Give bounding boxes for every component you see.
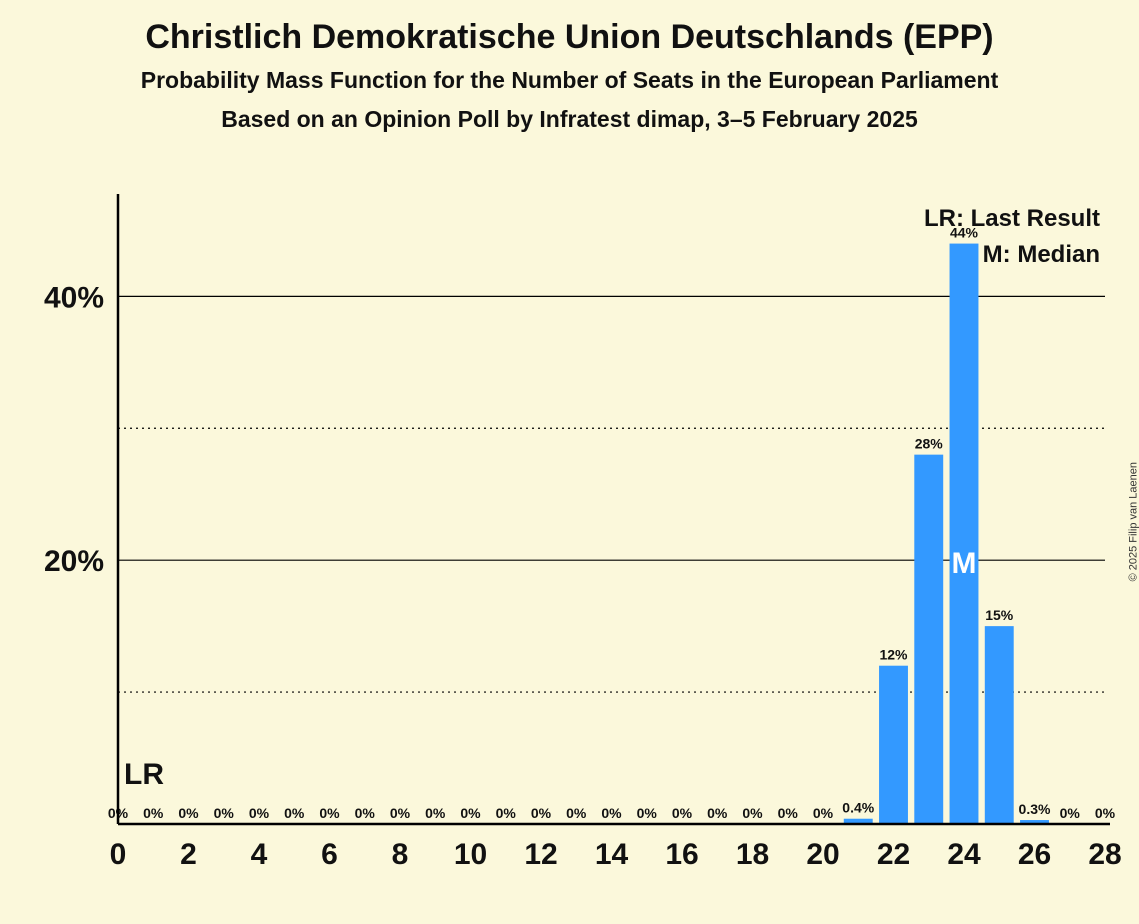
last-result-marker: LR <box>124 758 164 791</box>
bar-value-label: 0% <box>778 805 799 821</box>
bar-value-label: 0% <box>742 805 763 821</box>
chart-container: 0% 0% 0% 0% 0% 0% 0% 0% 0% 0% 0% 0% 0% 0% 0% 0% 0% 0% 0% 0%… <box>0 164 1139 924</box>
legend-last-result: LR: Last Result <box>924 205 1100 232</box>
bar-value-label: 15% <box>985 607 1014 623</box>
x-tick-label: 18 <box>736 838 769 871</box>
bar-value-label: 0% <box>425 805 446 821</box>
bar <box>950 244 979 824</box>
x-tick-label: 24 <box>947 838 981 871</box>
bar-value-label: 0% <box>284 805 305 821</box>
y-tick-label: 40% <box>44 281 104 314</box>
bar-value-label: 0.3% <box>1019 801 1051 817</box>
x-tick-label: 12 <box>524 838 557 871</box>
bar-value-label: 28% <box>915 436 944 452</box>
chart-title: Christlich Demokratische Union Deutschla… <box>0 18 1139 57</box>
bar-value-label: 0% <box>601 805 622 821</box>
chart-subtitle-2: Based on an Opinion Poll by Infratest di… <box>0 106 1139 133</box>
bar-value-label: 0% <box>531 805 552 821</box>
bar-value-label: 0% <box>319 805 340 821</box>
bar-value-label: 0% <box>707 805 728 821</box>
x-tick-label: 6 <box>321 838 338 871</box>
x-tick-label: 8 <box>392 838 409 871</box>
bar-value-label: 0% <box>566 805 587 821</box>
bar-chart: 0% 0% 0% 0% 0% 0% 0% 0% 0% 0% 0% 0% 0% 0% 0% 0% 0% 0% 0% 0%… <box>0 164 1139 924</box>
bar-value-label: 0.4% <box>842 800 874 816</box>
bar-value-label: 0% <box>355 805 376 821</box>
x-tick-label: 28 <box>1088 838 1121 871</box>
x-tick-label: 26 <box>1018 838 1051 871</box>
x-tick-label: 2 <box>180 838 197 871</box>
bar-value-label: 0% <box>496 805 517 821</box>
bar-value-label: 0% <box>672 805 693 821</box>
x-tick-label: 14 <box>595 838 629 871</box>
bar-value-label: 0% <box>249 805 270 821</box>
median-marker: M <box>952 547 977 580</box>
bar-value-label: 0% <box>1060 805 1081 821</box>
bar-value-label: 0% <box>813 805 834 821</box>
bar <box>914 455 943 824</box>
legend-median: M: Median <box>983 241 1100 268</box>
chart-subtitle: Probability Mass Function for the Number… <box>0 67 1139 94</box>
bar <box>985 626 1014 824</box>
bar-value-label: 12% <box>879 647 908 663</box>
x-tick-label: 4 <box>251 838 268 871</box>
bar-value-label: 0% <box>1095 805 1116 821</box>
x-tick-label: 10 <box>454 838 487 871</box>
bar <box>879 666 908 824</box>
bar-value-label: 0% <box>143 805 164 821</box>
x-tick-label: 22 <box>877 838 910 871</box>
x-tick-label: 0 <box>110 838 127 871</box>
x-tick-label: 20 <box>806 838 839 871</box>
bar-value-label: 0% <box>214 805 235 821</box>
bar-value-label: 0% <box>178 805 199 821</box>
bar-value-label: 0% <box>460 805 481 821</box>
y-tick-label: 20% <box>44 545 104 578</box>
bar-value-label: 0% <box>390 805 411 821</box>
x-tick-label: 16 <box>665 838 698 871</box>
bar-value-label: 0% <box>637 805 658 821</box>
